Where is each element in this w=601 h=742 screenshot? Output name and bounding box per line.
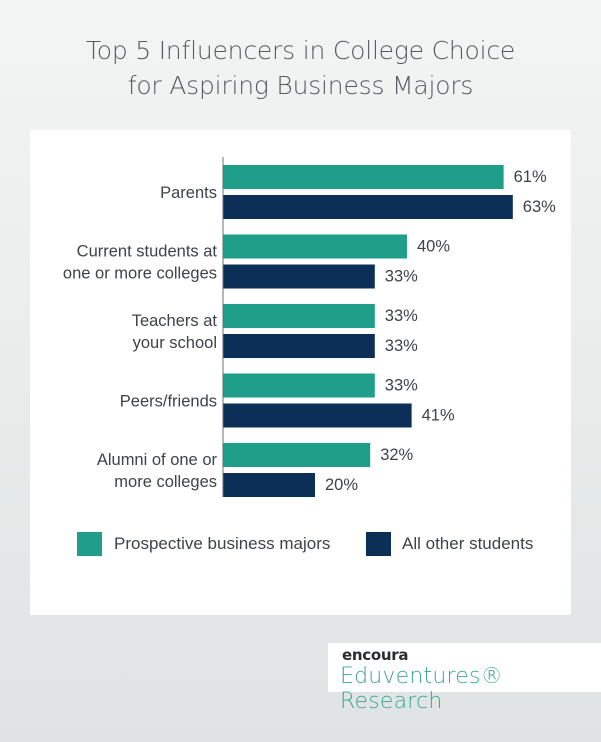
category-label: one or more colleges — [63, 265, 217, 283]
chart-title-line-1: Top 5 Influencers in College Choice — [85, 36, 516, 65]
brand-logo-eduventures: Eduventures® Research — [340, 664, 503, 714]
category-label: Current students at — [77, 243, 218, 261]
bar — [223, 195, 513, 219]
bar — [223, 473, 315, 497]
data-label: 32% — [380, 446, 413, 464]
bar — [223, 304, 375, 328]
bar — [223, 264, 375, 289]
data-label: 33% — [385, 307, 418, 325]
data-label: 40% — [417, 238, 450, 256]
chart-title-line-2: for Aspiring Business Majors — [127, 71, 474, 100]
category-label: Alumni of one or — [97, 451, 218, 469]
legend-label-prospective: Prospective business majors — [114, 534, 331, 553]
category-label: Teachers at — [132, 312, 218, 330]
bar — [223, 403, 412, 428]
legend-swatch-other — [366, 532, 391, 556]
bar — [223, 443, 371, 467]
bar — [223, 165, 504, 189]
brand-logo-encoura: encoura — [342, 646, 409, 664]
data-label: 41% — [422, 407, 455, 425]
bar — [223, 373, 375, 398]
data-label: 20% — [325, 476, 358, 494]
legend-label-other: All other students — [402, 534, 534, 553]
data-label: 63% — [523, 198, 556, 216]
category-label: Parents — [160, 184, 217, 202]
category-label: your school — [133, 334, 217, 352]
data-label: 33% — [385, 377, 418, 395]
category-label: more colleges — [114, 473, 217, 491]
legend-swatch-prospective — [77, 532, 102, 556]
bar — [223, 234, 407, 259]
category-label: Peers/friends — [120, 393, 217, 411]
brand-logo-box — [328, 643, 601, 692]
data-label: 33% — [385, 268, 418, 286]
data-label: 61% — [514, 168, 547, 186]
bar — [223, 334, 375, 358]
data-label: 33% — [385, 337, 418, 355]
